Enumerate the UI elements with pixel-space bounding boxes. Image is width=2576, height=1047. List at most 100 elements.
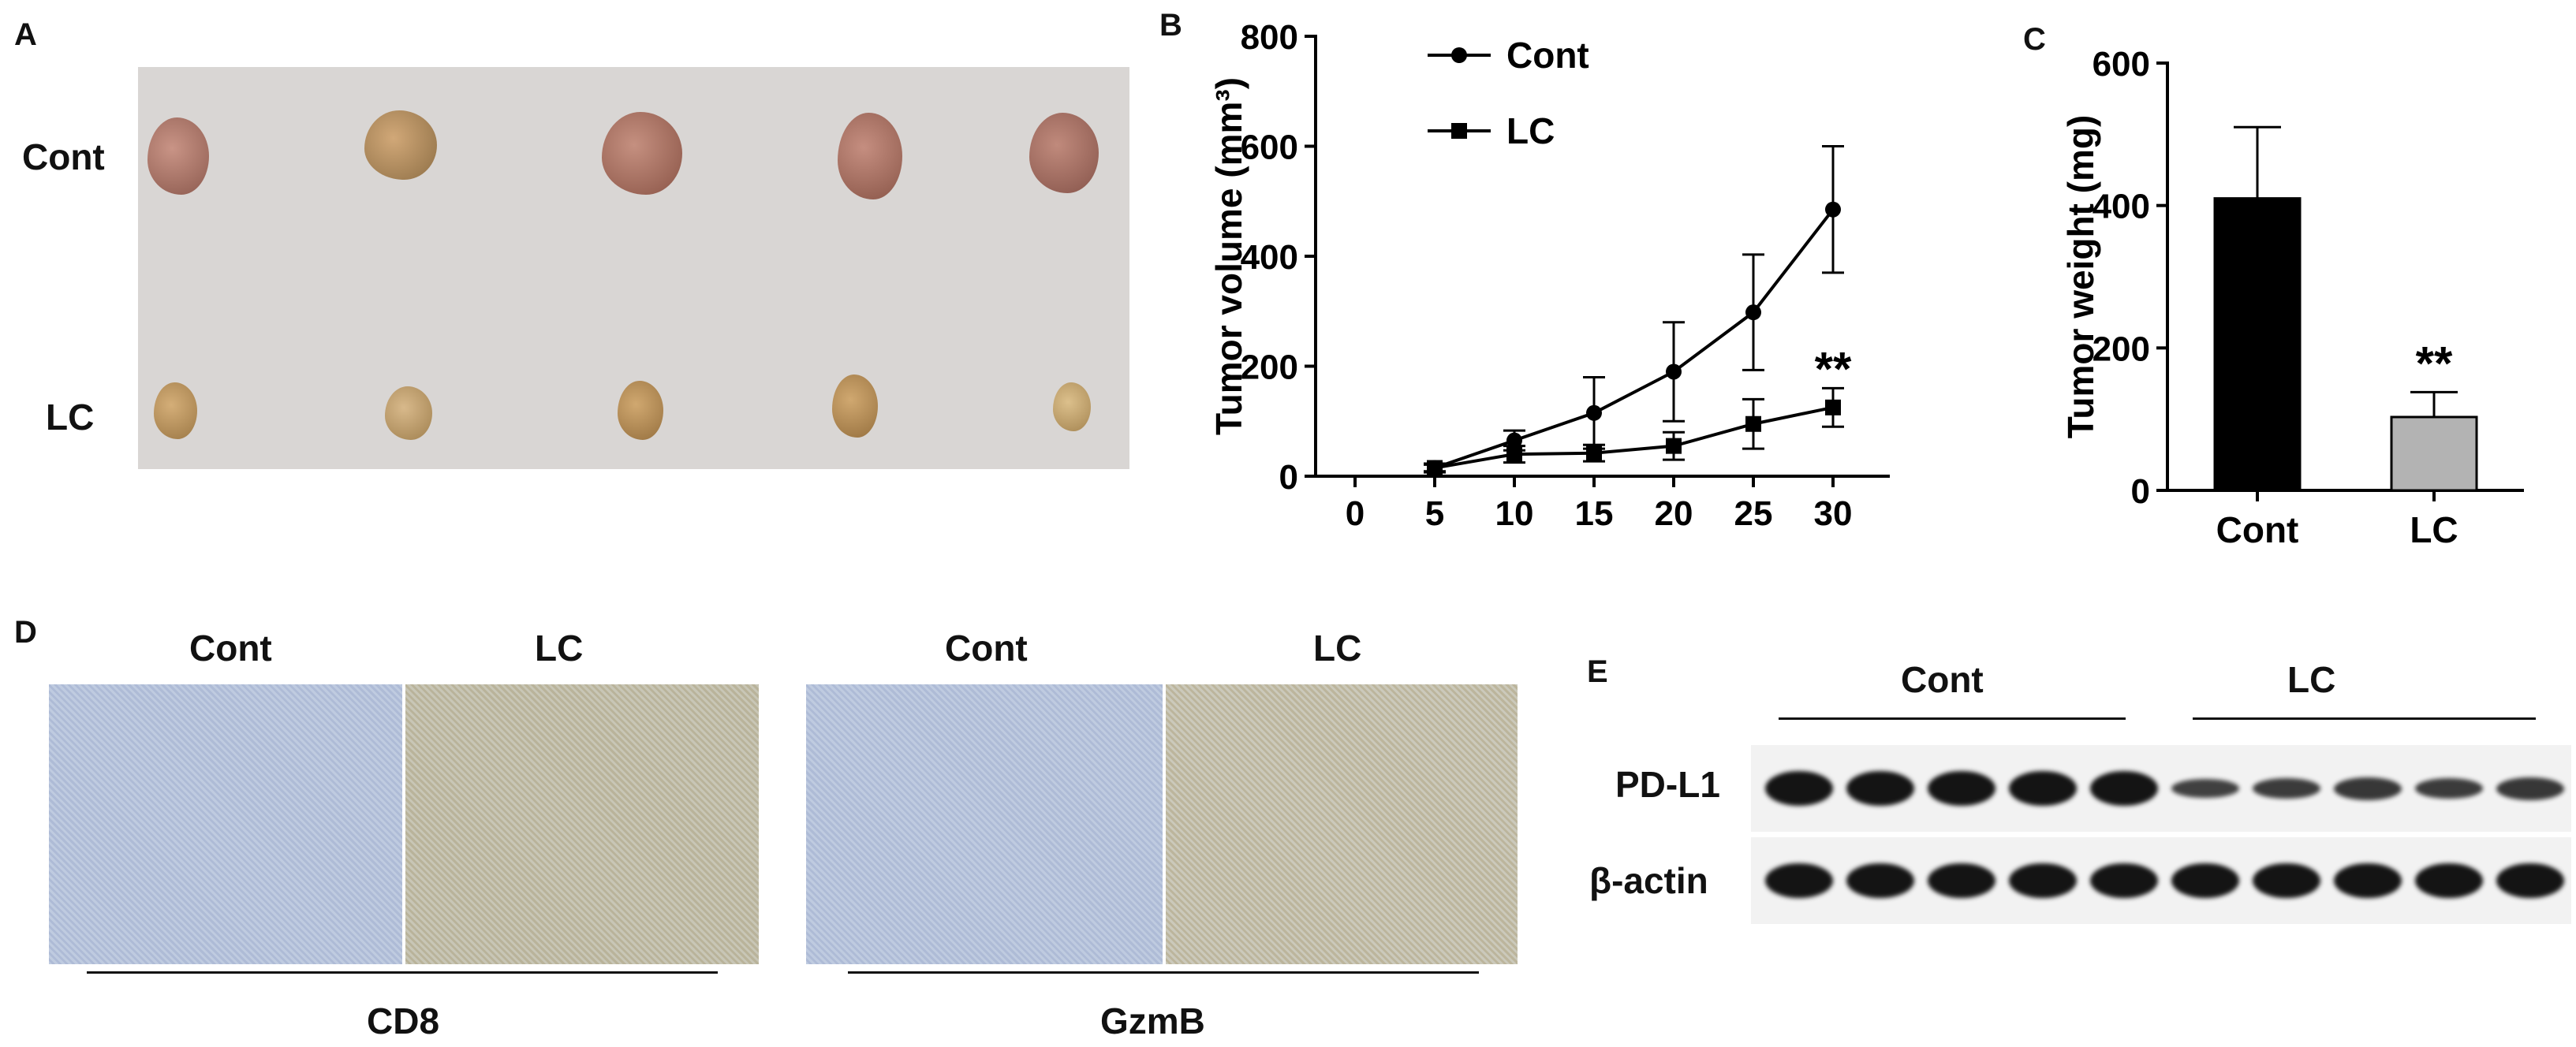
pdl1-band-1: [1765, 771, 1833, 806]
x-tick-label: 20: [1655, 494, 1693, 533]
tumor-cont-5: [1029, 113, 1099, 193]
panel-c-letter: C: [2023, 22, 2046, 57]
pdl1-band-9: [2415, 778, 2483, 799]
series-line-lc: [1434, 405, 1834, 470]
pdl1-band-5: [2090, 771, 2158, 806]
series-line-cont: [1434, 208, 1835, 470]
tumor-cont-2: [364, 110, 437, 180]
panel-b-letter: B: [1159, 8, 1182, 43]
data-point-cont: [1745, 304, 1761, 321]
panel-a-letter: A: [14, 17, 37, 52]
y-tick-label: 600: [1241, 129, 1298, 167]
x-tick-label: 10: [1495, 494, 1534, 533]
wb-row-label-actin: β-actin: [1589, 860, 1708, 901]
y-axis-label: Tumor weight (mg): [2060, 115, 2101, 439]
wb-row-label-pdl1: PD-L1: [1615, 764, 1720, 805]
cd8-group-line: [87, 971, 718, 974]
wb-cont-group-line: [1779, 717, 2126, 720]
wb-actin-blot: [1751, 837, 2571, 924]
tumor-lc-5: [1053, 382, 1091, 431]
pdl1-band-6: [2171, 779, 2239, 798]
data-point-cont: [1666, 363, 1682, 380]
wb-group-label-lc: LC: [2287, 659, 2336, 700]
data-point-cont: [1825, 201, 1841, 218]
tumor-lc-3: [618, 381, 663, 440]
pdl1-band-8: [2334, 777, 2402, 800]
data-point-lc: [1745, 415, 1761, 432]
ihc-gzmb-lc-image: [1166, 684, 1518, 964]
legend-label-lc: LC: [1506, 110, 1555, 151]
tumor-volume-chart: 0 200 400 600 800 0 5 10 15 20 25 30 Tumor volume (m…: [1208, 18, 1890, 533]
wb-lc-group-line: [2193, 717, 2536, 720]
x-tick-label: 30: [1814, 494, 1853, 533]
tumor-lc-2: [385, 386, 432, 440]
pdl1-band-10: [2496, 777, 2564, 800]
y-axis-label: Tumor volume (mm³): [1208, 77, 1249, 435]
panel-a-row-label-lc: LC: [46, 397, 95, 438]
legend-label-cont: Cont: [1506, 35, 1589, 76]
actin-band-10: [2496, 863, 2564, 898]
ihc-cd8-cont-image: [49, 684, 402, 964]
tumor-cont-3: [602, 112, 682, 195]
y-tick-label: 800: [1241, 18, 1298, 57]
significance-annotation: **: [1815, 343, 1852, 396]
actin-band-3: [1928, 863, 1995, 898]
ihc-cd8-header-cont: Cont: [189, 628, 272, 669]
data-point-cont: [1586, 404, 1602, 421]
actin-band-9: [2415, 863, 2483, 898]
panel-d-letter: D: [14, 615, 37, 650]
y-tick-label: 200: [1241, 348, 1298, 387]
actin-band-2: [1846, 863, 1914, 898]
data-point-lc: [1506, 446, 1522, 463]
ihc-cd8-header-lc: LC: [535, 628, 584, 669]
bar-cont: [2213, 197, 2302, 492]
data-point-lc: [1427, 460, 1443, 476]
tumor-cont-4: [838, 113, 902, 199]
ihc-marker-cd8: CD8: [367, 1000, 440, 1041]
y-tick-label: 400: [2093, 188, 2150, 226]
wb-group-label-cont: Cont: [1901, 659, 1984, 700]
significance-annotation: **: [2416, 337, 2453, 389]
legend-marker-lc: [1451, 123, 1467, 139]
panel-e-letter: E: [1587, 654, 1608, 689]
data-point-lc: [1825, 399, 1841, 415]
pdl1-band-4: [2009, 771, 2077, 806]
ihc-gzmb-header-lc: LC: [1313, 628, 1362, 669]
ihc-gzmb-cont-image: [806, 684, 1163, 964]
ihc-gzmb-header-cont: Cont: [945, 628, 1028, 669]
tumor-lc-1: [154, 382, 197, 439]
bar-lc: [2390, 415, 2478, 492]
x-tick-label: 25: [1734, 494, 1773, 533]
tumor-lc-4: [832, 374, 878, 438]
actin-band-6: [2171, 863, 2239, 898]
x-tick-label: Cont: [2216, 509, 2299, 550]
data-point-lc: [1586, 445, 1602, 461]
data-point-cont: [1506, 432, 1522, 449]
tumor-cont-1: [147, 117, 209, 195]
pdl1-band-7: [2253, 778, 2320, 799]
pdl1-band-2: [1846, 771, 1914, 806]
pdl1-band-3: [1928, 771, 1995, 806]
legend-marker-cont: [1451, 47, 1467, 63]
x-tick-label: 0: [1346, 494, 1365, 533]
ihc-cd8-lc-image: [405, 684, 759, 964]
actin-band-5: [2090, 863, 2158, 898]
y-tick-label: 600: [2093, 45, 2150, 84]
panel-a-row-label-cont: Cont: [22, 136, 105, 177]
y-tick-label: 200: [2093, 330, 2150, 368]
x-tick-label: LC: [2410, 509, 2458, 550]
y-tick-label: 400: [1241, 238, 1298, 277]
y-tick-label: 0: [2131, 472, 2150, 511]
actin-band-7: [2253, 863, 2320, 898]
data-point-lc: [1666, 438, 1682, 454]
ihc-marker-gzmb: GzmB: [1100, 1000, 1205, 1041]
tumor-photo: [138, 67, 1129, 469]
gzmb-group-line: [848, 971, 1479, 974]
y-tick-label: 0: [1279, 458, 1298, 497]
actin-band-1: [1765, 863, 1833, 898]
wb-pdl1-blot: [1751, 745, 2571, 832]
x-tick-label: 5: [1425, 494, 1444, 533]
x-tick-label: 15: [1575, 494, 1614, 533]
actin-band-4: [2009, 863, 2077, 898]
actin-band-8: [2334, 863, 2402, 898]
